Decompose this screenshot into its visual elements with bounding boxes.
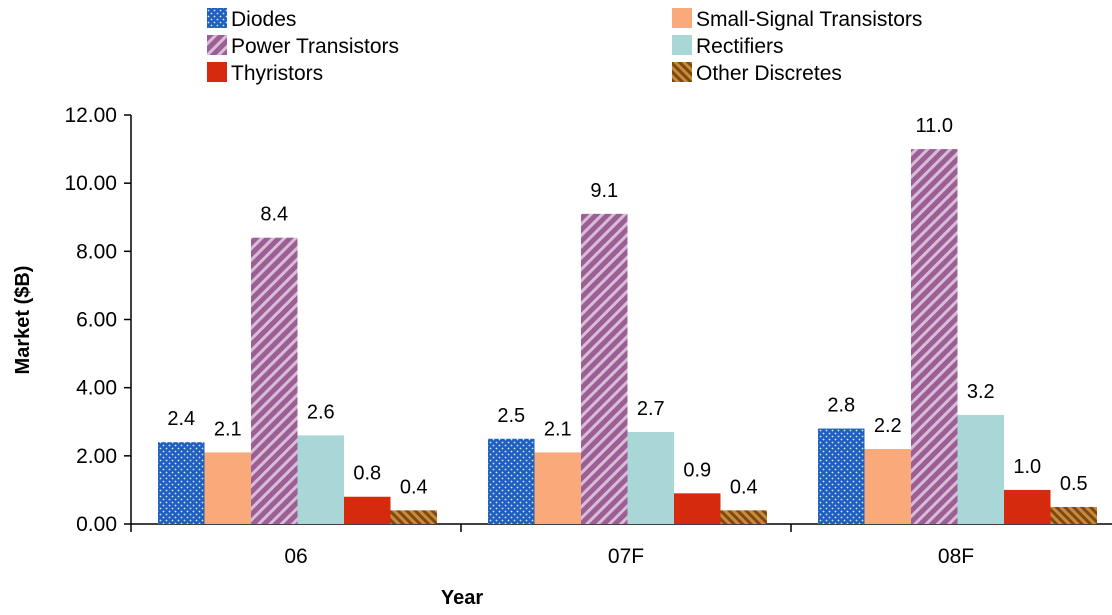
legend-label: Rectifiers	[696, 35, 784, 58]
bars	[158, 149, 1097, 525]
bar-power-transistors-07f	[581, 213, 628, 524]
legend-label: Diodes	[231, 8, 296, 31]
legend-item-rectifiers: Rectifiers	[672, 35, 784, 58]
legend-label: Small-Signal Transistors	[696, 8, 922, 31]
legend-swatch	[207, 35, 227, 55]
data-labels: 2.4 2.1 8.4 2.6 0.8 0.4 2.5 2.1 9.1 2.7 0.9 0.4 2.8 2…	[167, 115, 1087, 498]
y-tick-label: 8.00	[76, 240, 117, 263]
legend-item-other-discretes: Other Discretes	[672, 62, 842, 85]
y-tick-label: 4.00	[76, 377, 117, 400]
legend-item-small-signal-transistors: Small-Signal Transistors	[672, 8, 922, 31]
data-label-other-discretes-08f: 0.5	[1060, 473, 1088, 495]
legend-item-diodes: Diodes	[207, 8, 296, 31]
legend-label: Power Transistors	[231, 35, 399, 58]
bar-thyristors-07f	[674, 493, 721, 524]
legend: Diodes Small-Signal Transistors Power Tran…	[207, 8, 922, 85]
bar-diodes-06	[158, 442, 205, 524]
bar-thyristors-08f	[1004, 489, 1051, 524]
data-label-rectifiers-07f: 2.7	[637, 398, 665, 420]
bar-small-signal-transistors-07f	[534, 452, 581, 524]
data-label-diodes-07f: 2.5	[497, 405, 525, 427]
bar-small-signal-transistors-06	[204, 452, 251, 524]
legend-label: Thyristors	[231, 62, 323, 85]
legend-swatch	[672, 62, 692, 82]
data-label-other-discretes-07f: 0.4	[730, 476, 758, 498]
data-label-thyristors-07f: 0.9	[683, 459, 711, 481]
x-tick-label: 08F	[938, 545, 974, 568]
legend-swatch	[672, 35, 692, 55]
data-label-thyristors-06: 0.8	[353, 463, 381, 485]
bar-other-discretes-08f	[1050, 506, 1097, 524]
data-label-rectifiers-08f: 3.2	[967, 381, 995, 403]
y-tick-label: 10.00	[64, 172, 117, 195]
bar-other-discretes-07f	[720, 510, 767, 524]
data-label-small-signal-transistors-06: 2.1	[214, 418, 242, 440]
data-label-other-discretes-06: 0.4	[400, 476, 428, 498]
legend-label: Other Discretes	[696, 62, 842, 85]
bar-rectifiers-06	[297, 435, 344, 524]
y-tick-label: 2.00	[76, 445, 117, 468]
legend-swatch	[207, 62, 227, 82]
x-tick-label: 06	[284, 545, 307, 568]
data-label-diodes-06: 2.4	[167, 408, 195, 430]
y-axis-title: Market ($B)	[12, 266, 34, 375]
legend-swatch	[672, 8, 692, 28]
legend-item-power-transistors: Power Transistors	[207, 35, 399, 58]
bar-small-signal-transistors-08f	[864, 449, 911, 524]
data-label-small-signal-transistors-08f: 2.2	[874, 415, 902, 437]
bar-rectifiers-08f	[957, 414, 1004, 524]
bar-power-transistors-08f	[911, 149, 958, 525]
y-tick-label: 0.00	[76, 513, 117, 536]
data-label-power-transistors-07f: 9.1	[590, 180, 618, 202]
x-tick-label: 07F	[608, 545, 644, 568]
y-tick-label: 12.00	[64, 104, 117, 127]
bar-thyristors-06	[344, 496, 391, 524]
bar-rectifiers-07f	[627, 431, 674, 524]
legend-item-thyristors: Thyristors	[207, 62, 323, 85]
data-label-diodes-08f: 2.8	[827, 395, 855, 417]
x-axis-title: Year	[441, 587, 483, 609]
bar-diodes-07f	[488, 438, 535, 524]
legend-swatch	[207, 8, 227, 28]
data-label-small-signal-transistors-07f: 2.1	[544, 418, 572, 440]
bar-power-transistors-06	[251, 237, 298, 524]
y-tick-label: 6.00	[76, 309, 117, 332]
bar-diodes-08f	[818, 428, 865, 524]
data-label-power-transistors-08f: 11.0	[916, 115, 953, 137]
data-label-thyristors-08f: 1.0	[1013, 456, 1041, 478]
bar-other-discretes-06	[390, 510, 437, 524]
data-label-power-transistors-06: 8.4	[260, 204, 288, 226]
x-axis: 06 07F 08F	[130, 523, 1112, 568]
y-axis: 0.00 2.00 4.00 6.00 8.00 10.00 12.00	[64, 104, 132, 536]
data-label-rectifiers-06: 2.6	[307, 401, 335, 423]
